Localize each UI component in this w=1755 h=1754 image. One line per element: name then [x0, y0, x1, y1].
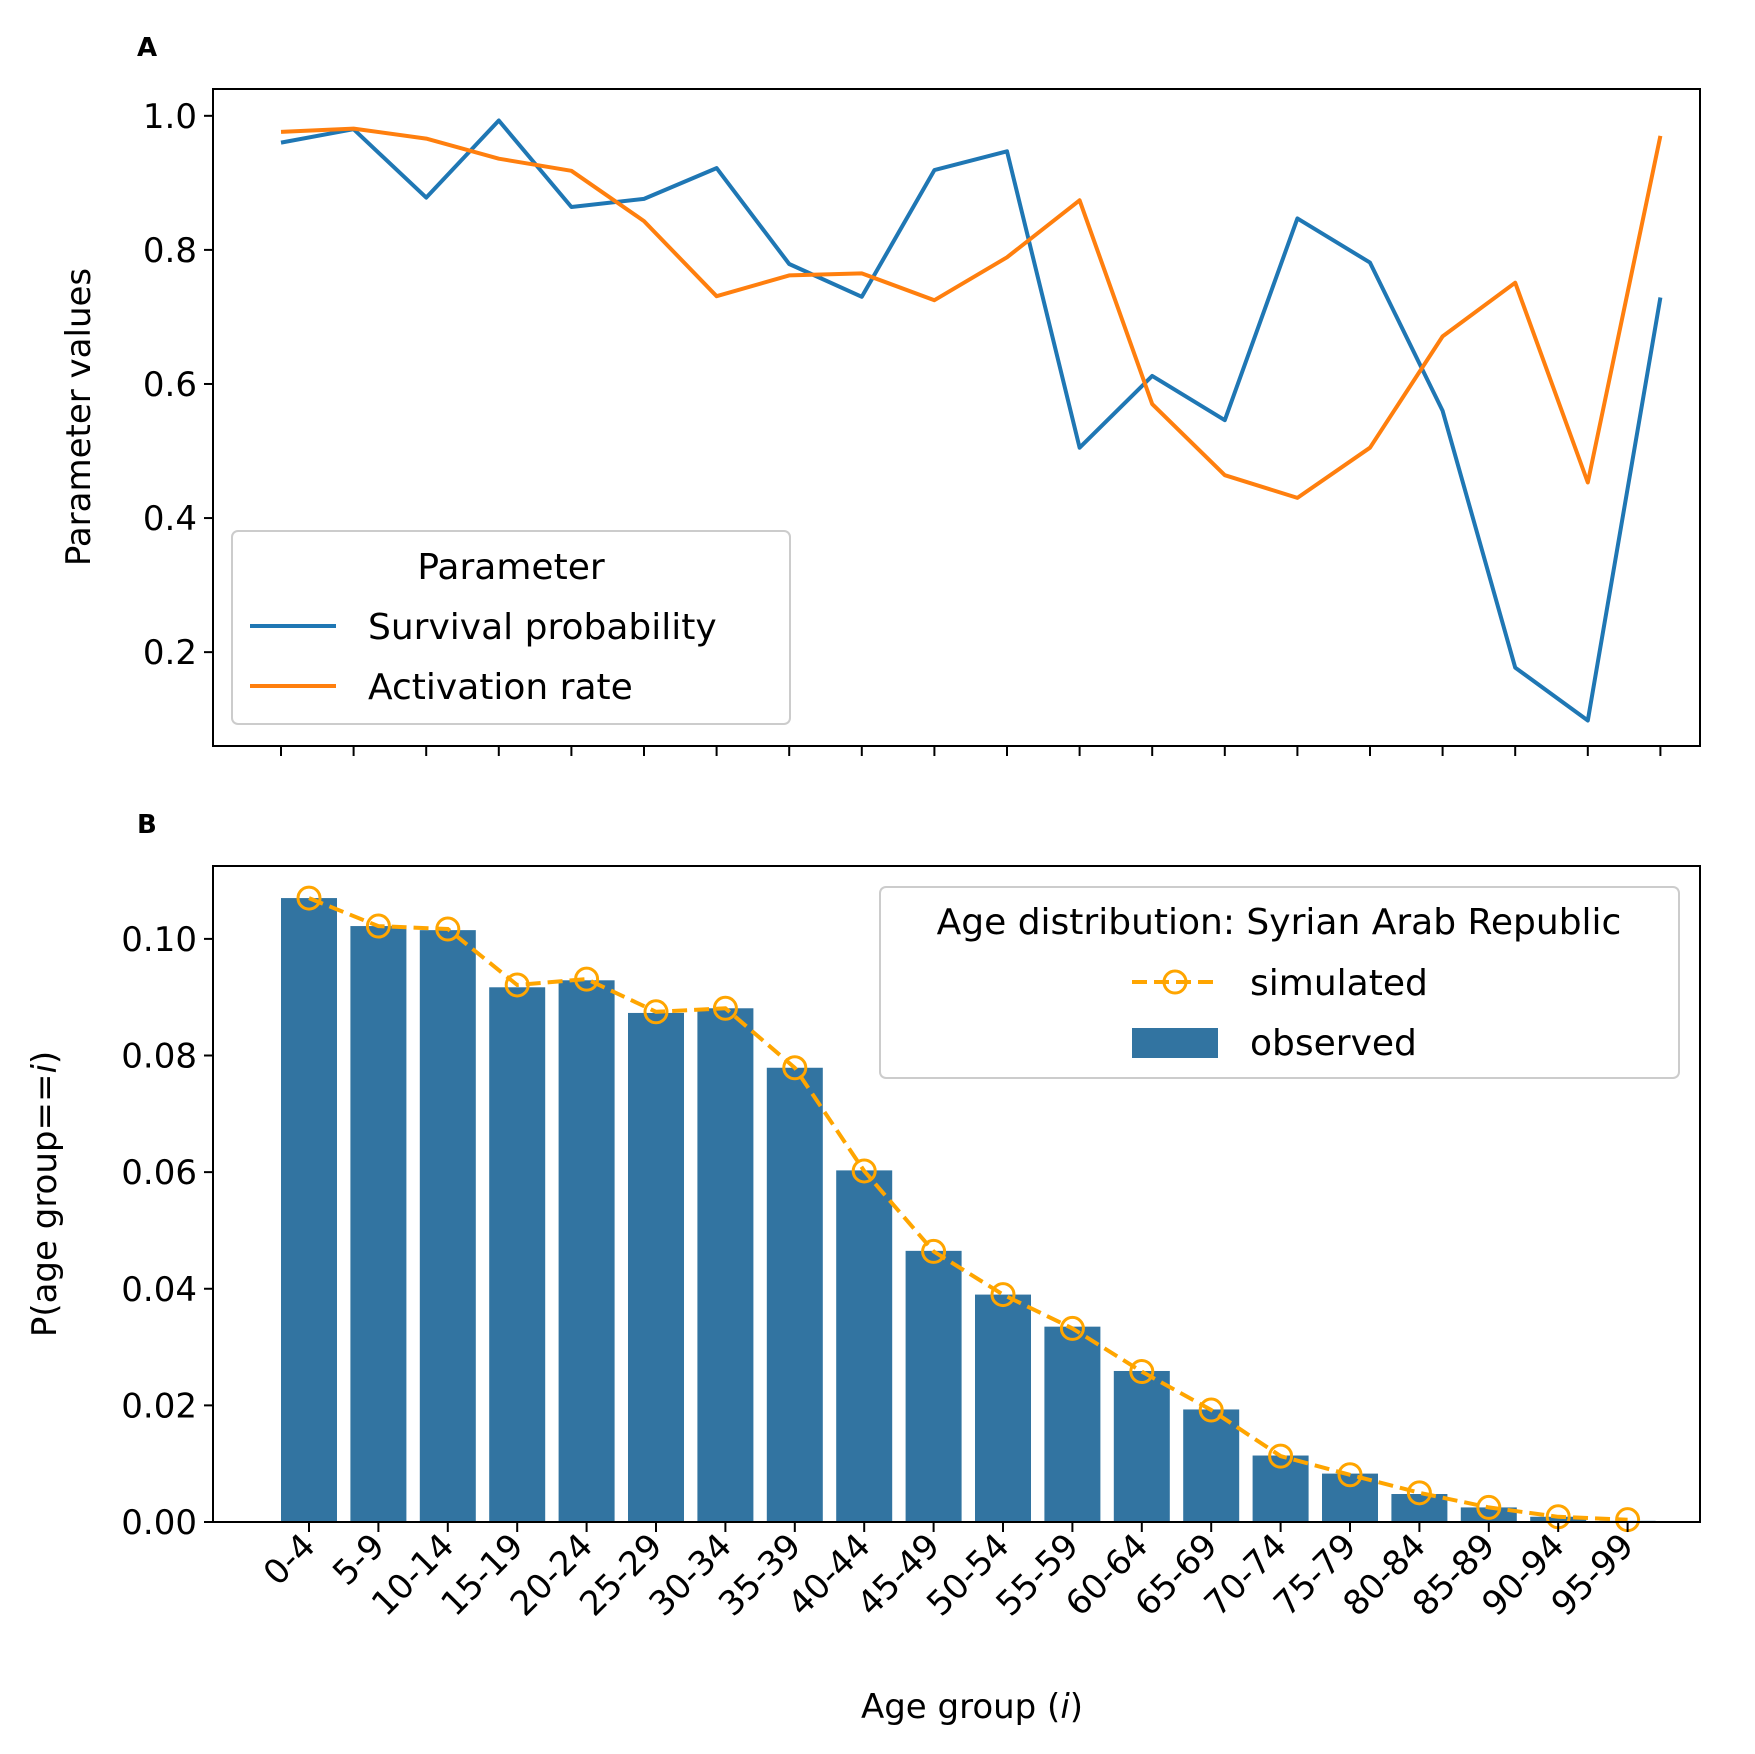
- panel-b-y-tick-label: 0.04: [121, 1270, 197, 1310]
- panel-a-y-tick-label: 0.4: [143, 499, 197, 539]
- panel-a-y-tick-label: 0.6: [143, 365, 197, 405]
- point-simulated: [990, 1282, 1016, 1308]
- bar-observed: [1113, 1370, 1170, 1522]
- bar-observed: [1252, 1455, 1309, 1522]
- panel-b-legend: Age distribution: Syrian Arab Republic s…: [879, 886, 1680, 1079]
- legend-marker-simulated: [1162, 969, 1188, 995]
- panel-b-x-axis-label-italic: i: [1060, 1687, 1070, 1727]
- bar-observed: [419, 930, 476, 1522]
- panel-a-y-axis-label: Parameter values: [59, 268, 99, 566]
- bar-observed: [1460, 1507, 1517, 1522]
- bar-observed: [1044, 1326, 1101, 1522]
- panel-a-y-tick-label: 0.2: [143, 633, 197, 673]
- panel-b-simulated-line: [296, 885, 1641, 1533]
- panel-a-frame: [212, 88, 1701, 747]
- legend-label-observed: observed: [1250, 1023, 1417, 1064]
- point-simulated: [921, 1238, 947, 1264]
- panel-a-label: A: [137, 33, 157, 63]
- panel-a-y-tick-label: 0.8: [143, 231, 197, 271]
- bar-observed: [697, 1008, 754, 1522]
- point-simulated: [782, 1055, 808, 1081]
- point-simulated: [435, 916, 461, 942]
- bar-observed: [628, 1012, 684, 1522]
- point-simulated: [1129, 1359, 1155, 1385]
- legend-swatch-observed: [1132, 1028, 1218, 1058]
- series-line-activation-rate: [280, 126, 1663, 500]
- panel-b-x-axis-label-prefix: Age group (: [861, 1687, 1060, 1727]
- panel-b-legend-box: [879, 886, 1680, 1079]
- point-simulated: [504, 972, 530, 998]
- panel-b-y-axis-label-italic: i: [25, 1064, 65, 1074]
- bar-observed: [281, 898, 337, 1522]
- bar-observed: [975, 1294, 1031, 1522]
- point-simulated: [712, 995, 738, 1021]
- point-simulated: [1406, 1480, 1432, 1506]
- bar-observed: [1530, 1516, 1587, 1522]
- point-simulated: [1059, 1315, 1085, 1341]
- panel-b-y-tick-label: 0.10: [121, 920, 197, 960]
- panel-b-y-axis-label: P(age group==i): [25, 1051, 65, 1337]
- point-simulated: [1268, 1443, 1294, 1469]
- panel-b-bars: [281, 898, 1656, 1522]
- panel-a-series: [280, 118, 1663, 723]
- point-simulated: [296, 885, 322, 911]
- panel-b-y-tick-label: 0.02: [121, 1386, 197, 1426]
- panel-b-y-tick-label: 0.08: [121, 1037, 197, 1077]
- legend-label-simulated: simulated: [1250, 963, 1428, 1004]
- panel-b-x-axis-label-suffix: ): [1070, 1687, 1083, 1727]
- bar-observed: [558, 980, 615, 1522]
- panel-a-legend: Parameter Survival probability Activatio…: [231, 530, 791, 725]
- panel-b-x-axis-label: Age group (i): [861, 1687, 1083, 1727]
- panel-a-axes: 0.2 0.4 0.6 0.8 1.0: [143, 97, 1662, 756]
- panel-b-frame: [212, 865, 1701, 1523]
- point-simulated: [1476, 1494, 1502, 1520]
- panel-b-legend-title: Age distribution: Syrian Arab Republic: [937, 902, 1622, 943]
- panel-a-y-tick-label: 1.0: [143, 97, 197, 137]
- point-simulated: [1337, 1462, 1363, 1488]
- panel-a-legend-box: [231, 530, 791, 725]
- panel-b-y-tick-label: 0.06: [121, 1153, 197, 1193]
- panel-b-y-axis-label-prefix: P(age group==: [25, 1074, 65, 1338]
- bar-observed: [1183, 1409, 1240, 1522]
- panel-b-y-tick-label: 0.00: [121, 1503, 197, 1543]
- panel-a-legend-title: Parameter: [417, 547, 604, 588]
- bar-observed: [350, 926, 407, 1522]
- bar-observed: [905, 1250, 962, 1522]
- panel-b-label: B: [137, 810, 157, 840]
- bar-observed: [489, 987, 546, 1522]
- point-simulated: [365, 913, 391, 939]
- legend-label-activation-rate: Activation rate: [368, 667, 633, 708]
- bar-observed: [766, 1067, 823, 1522]
- point-simulated: [574, 966, 600, 992]
- legend-label-survival-probability: Survival probability: [368, 607, 717, 648]
- series-line-survival-probability: [280, 118, 1663, 723]
- bar-observed: [836, 1170, 893, 1522]
- bar-observed: [1391, 1494, 1448, 1522]
- panel-a: A 0.2 0.4 0.6 0.8 1.0 Parameter values Param…: [59, 33, 1701, 756]
- point-simulated: [851, 1158, 877, 1184]
- point-simulated: [1198, 1397, 1224, 1423]
- panel-b-y-axis-label-suffix: ): [25, 1051, 65, 1064]
- point-simulated: [643, 999, 669, 1025]
